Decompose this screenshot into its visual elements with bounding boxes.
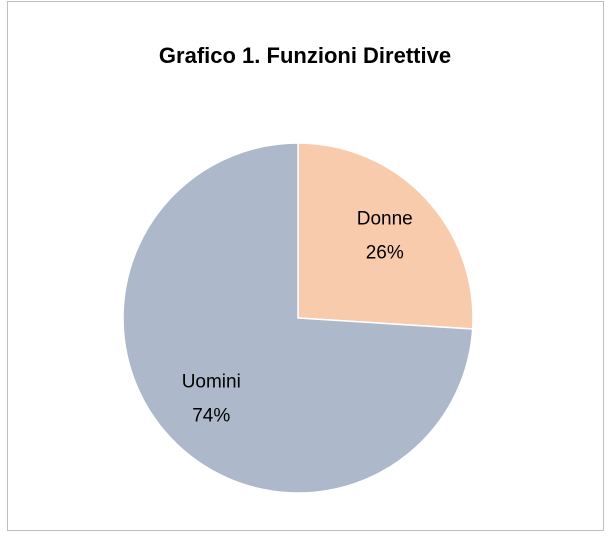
pie-slice — [297, 142, 474, 330]
slice-value: 74% — [192, 405, 230, 426]
slice-label: Uomini — [182, 371, 241, 392]
slice-value: 26% — [366, 243, 404, 264]
slice-label: Donne — [357, 209, 413, 230]
chart-title: Grafico 1. Funzioni Direttive — [159, 43, 451, 68]
pie-slice — [122, 142, 474, 494]
